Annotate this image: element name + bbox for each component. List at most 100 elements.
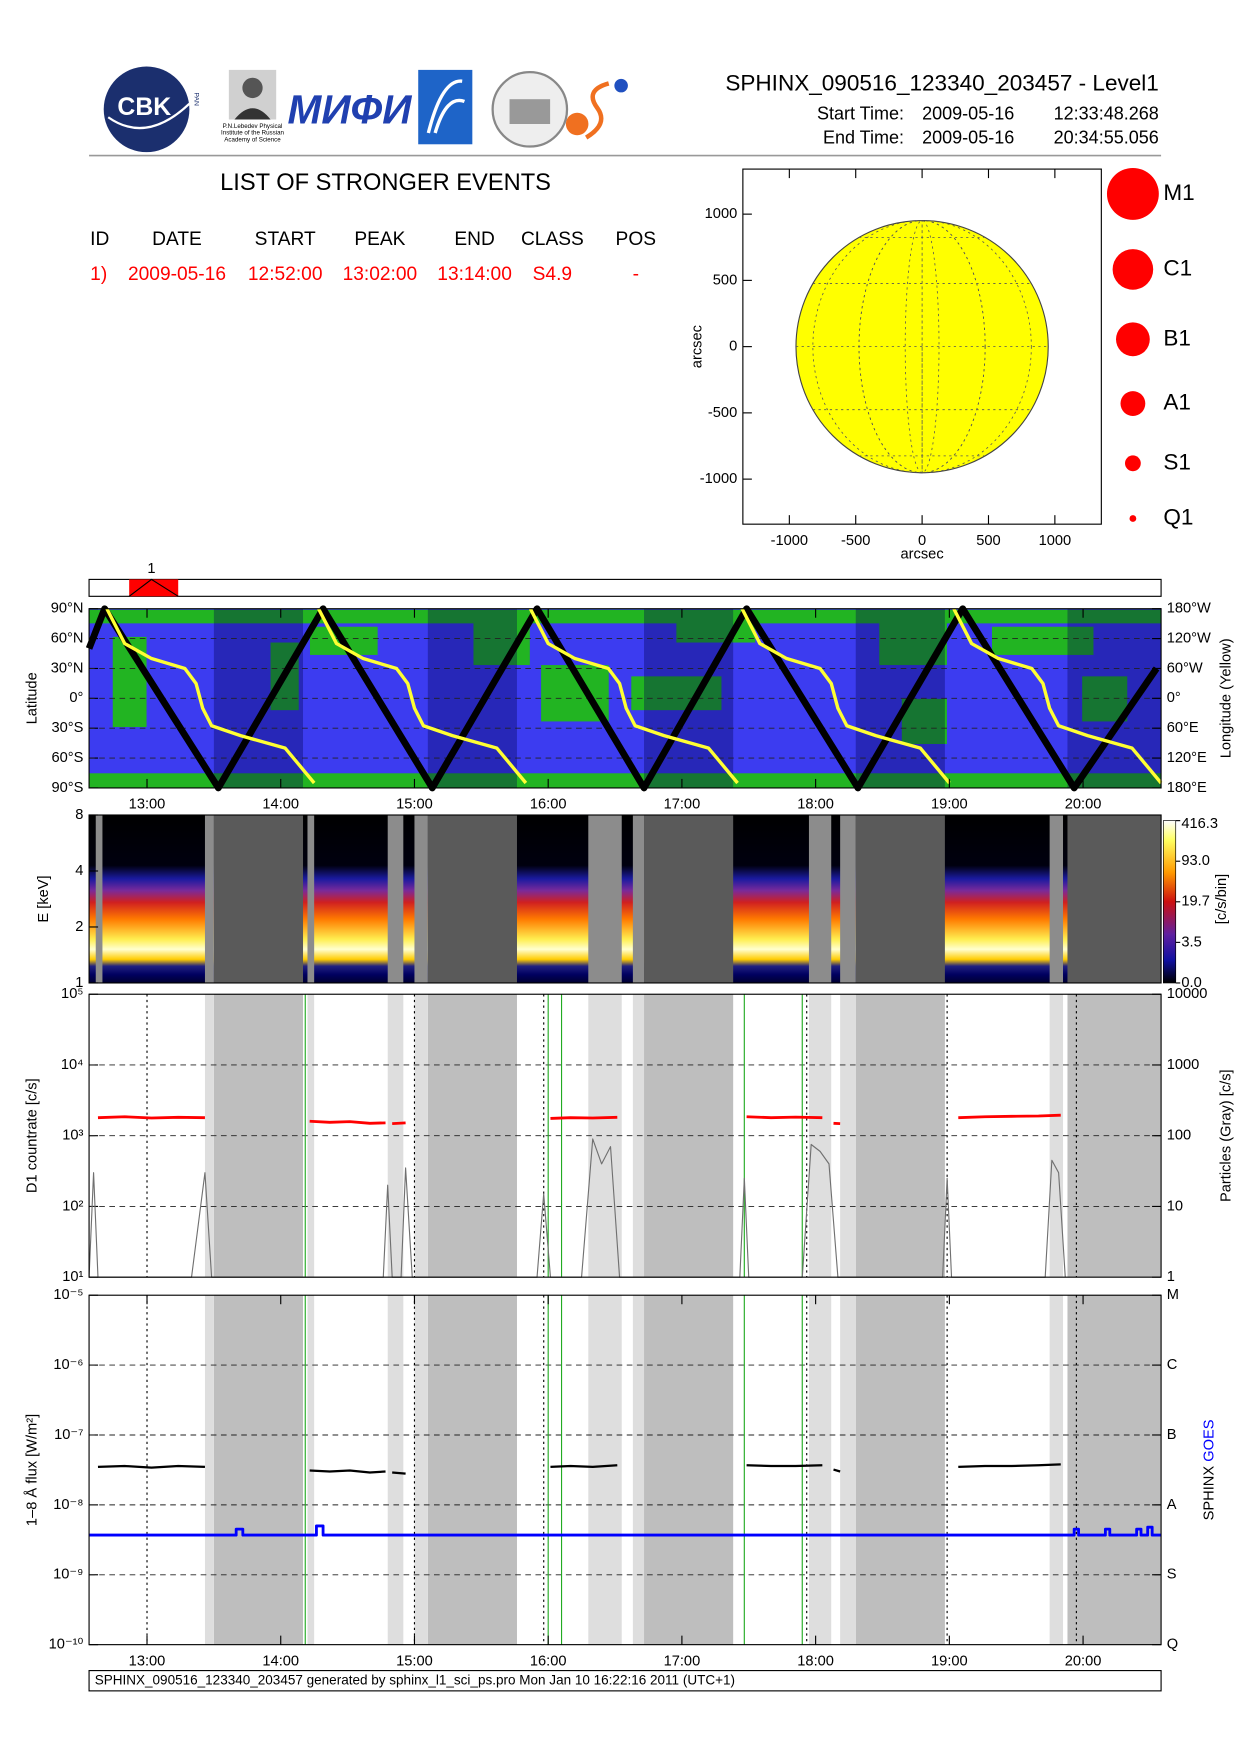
- class-marker: [1129, 515, 1137, 522]
- series-line: [105, 607, 1163, 785]
- y-tick-label: 0: [729, 339, 737, 355]
- legend-entry: SPHINX: [1201, 1466, 1217, 1521]
- x-tick-label: -500: [841, 533, 870, 549]
- x-tick-label: 16:00: [530, 1653, 567, 1669]
- y-tick-label: 10⁻⁹: [53, 1567, 83, 1583]
- legend-entry: GOES: [1201, 1419, 1217, 1462]
- y-tick-label: 1000: [705, 206, 738, 222]
- y-tick-label: 10⁵: [61, 986, 83, 1002]
- graticule: [812, 220, 1032, 474]
- footer: SPHINX_090516_123340_203457 generated by…: [95, 1672, 735, 1687]
- class-label: S1: [1163, 449, 1191, 474]
- end-time: 20:34:55.056: [1054, 127, 1159, 147]
- footer-box: [88, 1670, 1162, 1692]
- iki-arc: [426, 79, 466, 134]
- colorbar: [1162, 820, 1177, 984]
- pan-text: PAN: [192, 93, 199, 107]
- map-patch: [991, 626, 1094, 655]
- x-tick-label: 16:00: [530, 797, 567, 813]
- lebedev-text: P.N.Lebedev Physical: [223, 123, 283, 130]
- x-tick-label: 18:00: [797, 797, 834, 813]
- shaded-interval: [427, 815, 517, 983]
- y2-tick-label: 0°: [1167, 690, 1181, 706]
- end-label: End Time:: [823, 127, 904, 147]
- x-tick-label: 17:00: [664, 1653, 701, 1669]
- y-tick-label: -500: [708, 405, 737, 421]
- mifi-text: МИФИ: [288, 86, 413, 132]
- lebedev-text: Academy of Science: [224, 136, 281, 143]
- x-tick-label: 13:00: [129, 797, 166, 813]
- shaded-interval: [95, 815, 103, 983]
- y-tick-label: 10⁴: [61, 1057, 84, 1073]
- lebedev-text: Institute of the Russian: [221, 130, 285, 137]
- y-tick-label: 10⁻⁶: [53, 1357, 83, 1373]
- y-axis-label: E [keV]: [36, 875, 52, 922]
- y-axis-label: 1–8 Å flux [W/m²]: [24, 1414, 41, 1526]
- x-tick-label: 1000: [1039, 533, 1072, 549]
- shaded-interval: [414, 815, 428, 983]
- x-tick-label: -1000: [771, 533, 808, 549]
- y-tick-label: 10⁻¹⁰: [49, 1637, 84, 1653]
- x-tick-label: 14:00: [262, 1653, 299, 1669]
- y-axis-label: D1 countrate [c/s]: [25, 1078, 41, 1193]
- event-peak: [128, 578, 179, 597]
- table-cell: 12:52:00: [248, 264, 323, 285]
- table-header: CLASS: [521, 229, 584, 250]
- y2-tick-label: 180°W: [1167, 601, 1211, 617]
- x-tick-label: 500: [976, 533, 1000, 549]
- class-marker: [1125, 455, 1141, 472]
- y2-tick-label: C: [1167, 1357, 1178, 1373]
- shaded-interval: [588, 815, 622, 983]
- y2-tick-label: 10000: [1167, 986, 1208, 1002]
- legend: SPHINX GOES: [1201, 1419, 1217, 1520]
- y-tick-label: -1000: [700, 471, 737, 487]
- class-label: A1: [1163, 390, 1191, 415]
- y-tick-label: 10⁻⁷: [54, 1427, 83, 1443]
- shaded-interval: [855, 815, 945, 983]
- series-line: [97, 1463, 1061, 1475]
- cbk-logo: [103, 66, 190, 153]
- seal-building: [509, 99, 551, 124]
- shaded-interval: [307, 994, 315, 1278]
- y2-tick-label: A: [1167, 1497, 1177, 1513]
- y2-tick-label: M: [1167, 1287, 1179, 1303]
- shaded-interval: [644, 1295, 734, 1645]
- y2-tick-label: 60°W: [1167, 660, 1203, 676]
- shaded-interval: [644, 815, 734, 983]
- colorbar-tick-label: 19.7: [1181, 894, 1210, 910]
- y-tick-label: 10³: [62, 1128, 83, 1144]
- table-title: LIST OF STRONGER EVENTS: [220, 170, 551, 196]
- shaded-interval: [1067, 815, 1162, 983]
- y-tick-label: 10⁻⁸: [53, 1497, 83, 1513]
- x-tick-label: 15:00: [396, 797, 433, 813]
- y2-axis-label: Longitude (Yellow): [1218, 638, 1234, 758]
- shaded-interval: [632, 815, 645, 983]
- colorbar-label: [c/s/bin]: [1214, 874, 1230, 924]
- table-cell: 13:02:00: [343, 264, 418, 285]
- y-tick-label: 4: [75, 863, 83, 879]
- y2-tick-label: 120°W: [1167, 630, 1211, 646]
- event-label: 1: [147, 561, 155, 577]
- x-tick-label: 19:00: [931, 1653, 968, 1669]
- y-tick-label: 30°S: [52, 720, 84, 736]
- y-tick-label: 90°S: [52, 780, 84, 796]
- x-tick-label: 15:00: [396, 1653, 433, 1669]
- class-marker: [1106, 167, 1159, 220]
- y2-tick-label: 1000: [1167, 1057, 1200, 1073]
- x-tick-label: 18:00: [797, 1653, 834, 1669]
- class-label: M1: [1163, 180, 1194, 205]
- table-cell: 13:14:00: [437, 264, 512, 285]
- start-label: Start Time:: [817, 104, 904, 124]
- shaded-interval: [808, 1295, 832, 1645]
- y-axis-label: arcsec: [690, 325, 706, 368]
- colorbar-tick-label: 0.0: [1181, 975, 1201, 991]
- shaded-interval: [387, 1295, 404, 1645]
- map-patch: [1082, 676, 1128, 722]
- y2-tick-label: 180°E: [1167, 780, 1207, 796]
- y2-tick-label: 120°E: [1167, 750, 1207, 766]
- y-tick-label: 10⁻⁵: [53, 1287, 83, 1303]
- x-tick-label: 13:00: [129, 1653, 166, 1669]
- y-tick-label: 2: [75, 919, 83, 935]
